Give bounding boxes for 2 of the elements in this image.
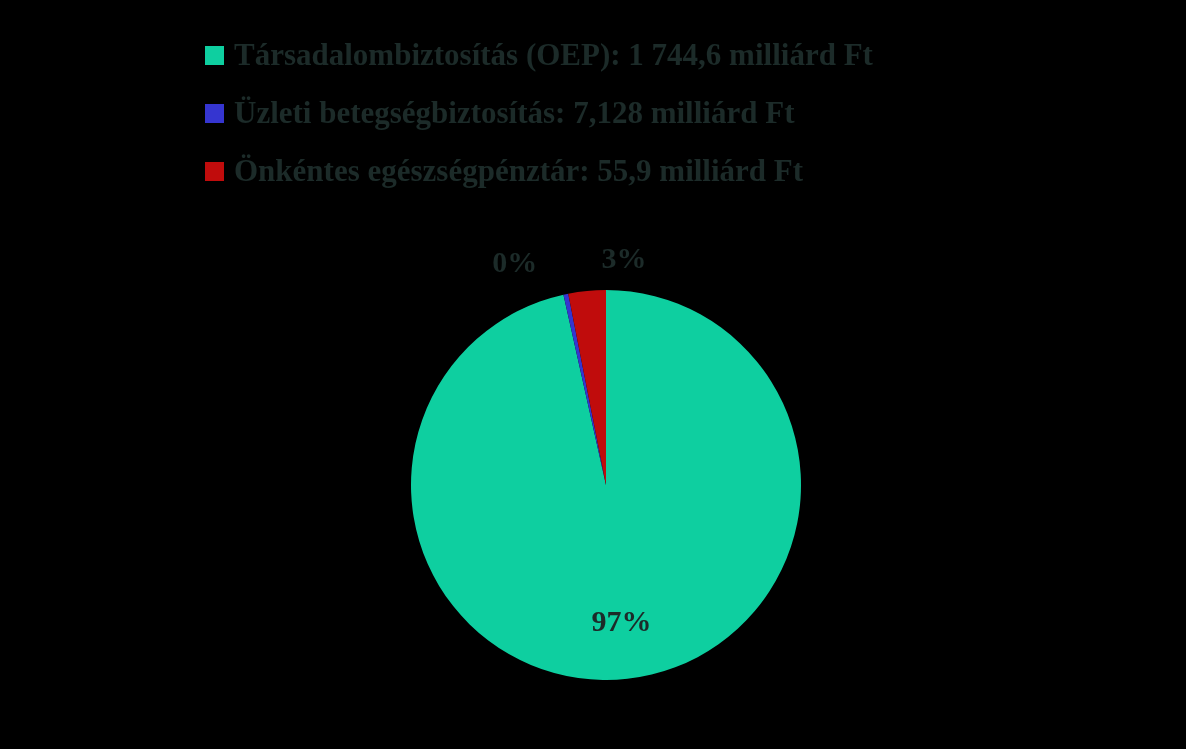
data-label: 97% [591, 604, 652, 638]
pie-slice [411, 290, 801, 680]
